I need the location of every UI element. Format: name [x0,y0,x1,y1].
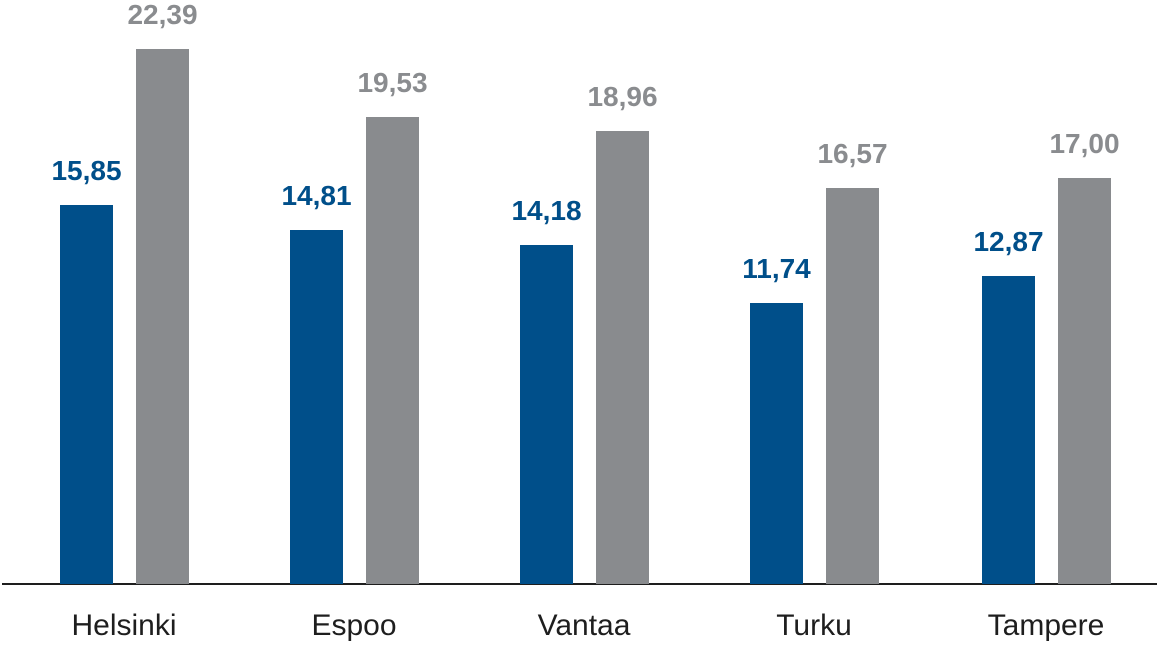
data-label: 14,18 [511,195,582,227]
bar-vantaa-series-2 [596,130,649,584]
category-label: Turku [776,609,852,642]
bar-espoo-series-2 [366,117,419,584]
bar-turku-series-2 [826,187,879,584]
category-label: Vantaa [537,609,631,642]
category-label: Espoo [311,609,397,642]
data-label: 12,87 [973,226,1044,258]
bar-helsinki-series-2 [136,48,189,584]
data-label: 15,85 [51,155,122,187]
bar-tampere-series-2 [1058,177,1111,584]
data-label: 11,74 [742,253,811,285]
data-label: 14,81 [281,180,352,212]
bar-vantaa-series-1 [520,245,573,584]
data-label: 18,96 [587,80,658,112]
data-label: 16,57 [817,137,888,169]
category-label: Tampere [987,609,1105,642]
bar-espoo-series-1 [290,230,343,584]
x-axis-line [2,583,1157,585]
category-label: Helsinki [71,609,177,642]
data-label: 17,00 [1049,127,1120,159]
bar-turku-series-1 [750,303,803,584]
data-label: 19,53 [357,67,428,99]
bar-helsinki-series-1 [60,205,113,584]
data-label: 22,39 [127,0,198,30]
bar-tampere-series-1 [982,276,1035,584]
